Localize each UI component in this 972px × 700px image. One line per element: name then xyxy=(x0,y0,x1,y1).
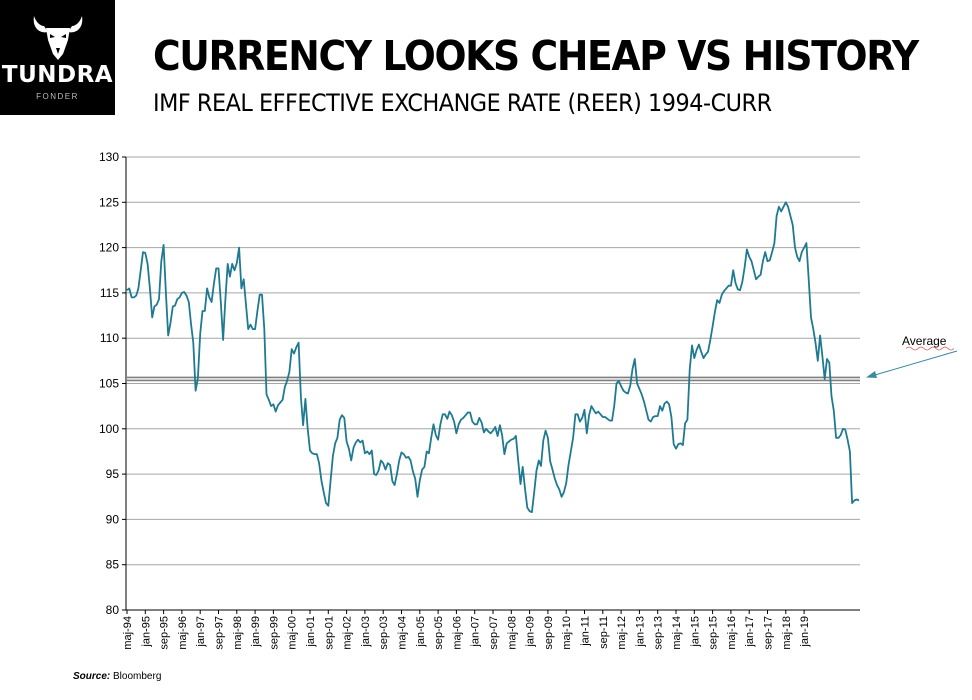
x-tick-label: sep-15 xyxy=(708,616,720,650)
x-tick-label: sep-17 xyxy=(763,616,775,650)
x-tick-label: sep-99 xyxy=(268,616,280,650)
x-tick-label: jan-17 xyxy=(744,616,756,648)
y-tick-label: 80 xyxy=(106,603,120,617)
x-tick-label: sep-13 xyxy=(653,616,665,650)
x-tick-label: jan-15 xyxy=(689,616,701,648)
spellcheck-underline xyxy=(905,346,955,351)
x-tick-label: sep-01 xyxy=(323,616,335,650)
y-tick-label: 95 xyxy=(106,467,120,481)
series-line xyxy=(126,201,860,514)
y-tick-label: 85 xyxy=(106,558,120,572)
tundra-logo: TUNDRA FONDER xyxy=(0,0,115,115)
y-tick-label: 105 xyxy=(99,377,119,391)
series xyxy=(126,201,860,514)
chart-subtitle: IMF REAL EFFECTIVE EXCHANGE RATE (REER) … xyxy=(153,89,772,117)
x-tick-label: maj-00 xyxy=(287,616,299,650)
x-tick-label: jan-09 xyxy=(525,616,537,648)
x-tick-label: maj-14 xyxy=(671,616,683,650)
x-tick-label: sep-11 xyxy=(598,616,610,649)
x-tick-label: jan-99 xyxy=(250,616,262,648)
x-tick-label: jan-07 xyxy=(470,616,482,648)
x-tick-label: maj-04 xyxy=(397,616,409,650)
x-tick-label: jan-95 xyxy=(140,616,152,648)
x-tick-label: sep-95 xyxy=(159,616,171,650)
annotation: Average xyxy=(866,334,958,378)
x-tick-label: maj-16 xyxy=(726,616,738,650)
source-label: Source: xyxy=(73,671,111,682)
gridlines xyxy=(126,156,860,566)
y-tick-label: 100 xyxy=(99,422,119,436)
y-tick-label: 115 xyxy=(100,286,119,300)
y-tick-label: 110 xyxy=(100,331,119,345)
source-note: Source: Bloomberg xyxy=(73,671,161,682)
x-tick-label: maj-94 xyxy=(122,616,134,650)
x-tick-label: maj-08 xyxy=(506,616,518,650)
x-tick-label: maj-18 xyxy=(781,616,793,650)
y-tick-label: 120 xyxy=(99,241,119,255)
x-tick-label: sep-07 xyxy=(488,616,500,650)
chart-title: CURRENCY LOOKS CHEAP VS HISTORY xyxy=(153,32,919,80)
x-tick-label: jan-05 xyxy=(415,616,427,648)
x-tick-label: jan-19 xyxy=(799,616,811,648)
average-band xyxy=(126,376,860,382)
average-label: Average xyxy=(902,334,947,348)
logo-name: TUNDRA xyxy=(1,62,114,88)
y-tick-label: 125 xyxy=(99,195,119,209)
x-tick-label: jan-11 xyxy=(580,616,592,647)
x-tick-label: maj-10 xyxy=(561,616,573,650)
average-arrowhead xyxy=(866,371,877,378)
x-tick-label: jan-01 xyxy=(305,616,317,648)
y-tick-label: 90 xyxy=(106,512,120,526)
x-tick-label: maj-12 xyxy=(616,616,628,650)
x-tick-label: sep-97 xyxy=(214,616,226,650)
x-tick-label: sep-05 xyxy=(433,616,445,650)
x-tick-label: maj-02 xyxy=(342,616,354,650)
x-tick-label: maj-96 xyxy=(177,616,189,650)
bull-icon xyxy=(33,16,83,60)
x-tick-label: jan-97 xyxy=(195,616,207,648)
x-tick-label: sep-03 xyxy=(378,616,390,650)
average-arrow xyxy=(867,350,958,378)
logo-subtitle: FONDER xyxy=(36,92,79,101)
x-tick-label: jan-03 xyxy=(360,616,372,648)
y-tick-label: 130 xyxy=(99,150,119,164)
x-tick-label: jan-13 xyxy=(634,616,646,648)
x-tick-label: maj-06 xyxy=(451,616,463,650)
source-value: Bloomberg xyxy=(113,671,162,682)
x-tick-label: sep-09 xyxy=(543,616,555,650)
y-axis: 80 85 90 95 100 105 110 115 120 125 130 xyxy=(99,150,127,617)
x-axis: maj-94 jan-95 sep-95 maj-96 jan-97 sep-97 maj-… xyxy=(122,609,860,650)
x-tick-label: maj-98 xyxy=(232,616,244,650)
